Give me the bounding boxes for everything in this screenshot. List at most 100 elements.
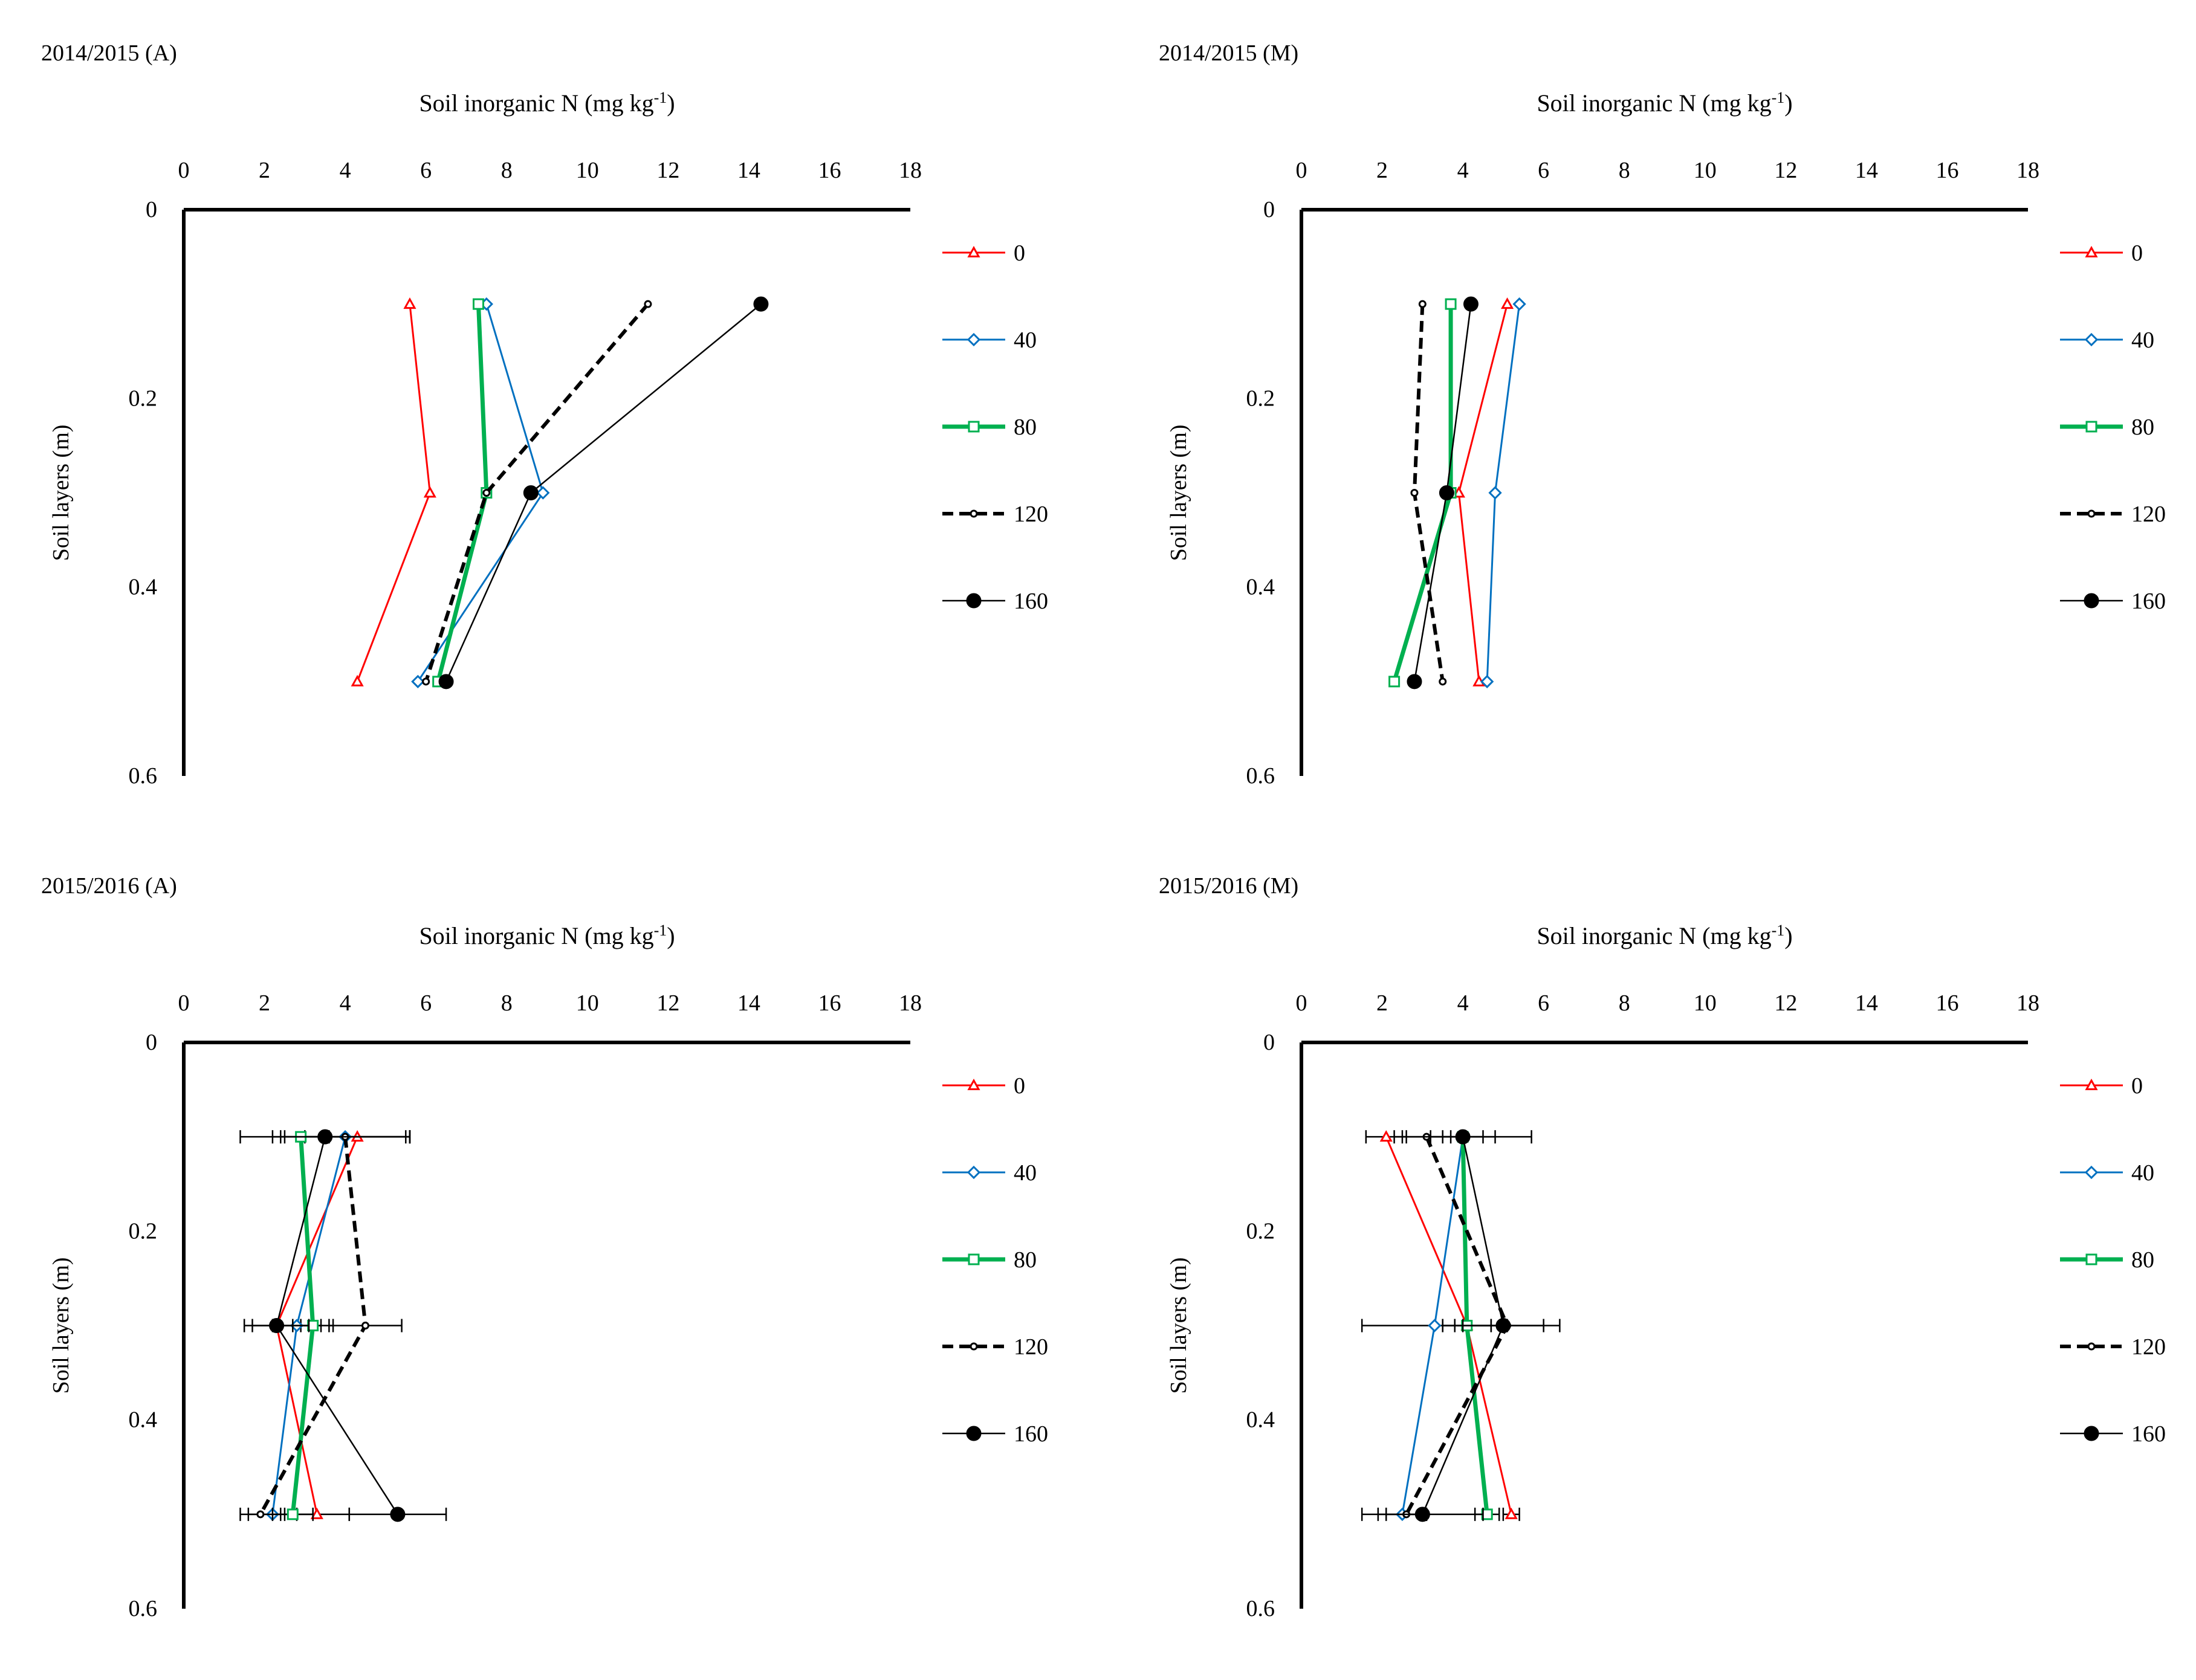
- legend-label: 80: [2131, 415, 2154, 440]
- legend-item-40: 40: [2060, 328, 2154, 353]
- data-point-160: [753, 296, 769, 312]
- data-point-160: [269, 1318, 285, 1333]
- series-40: [1480, 297, 1526, 688]
- x-tick-label: 6: [1538, 158, 1549, 183]
- data-point-160: [1414, 1507, 1430, 1522]
- x-tick-label: 0: [1296, 990, 1307, 1016]
- data-point-160: [1455, 1129, 1471, 1145]
- x-axis-label: Soil inorganic N (mg kg-1): [1537, 89, 1792, 117]
- data-point-40: [1512, 297, 1526, 311]
- x-tick-label: 14: [1855, 158, 1878, 183]
- series-120: [1410, 300, 1447, 686]
- x-tick-label: 4: [1457, 158, 1469, 183]
- y-tick-label: 0.4: [1246, 1407, 1275, 1433]
- legend-label: 40: [2131, 328, 2154, 353]
- x-tick-label: 4: [340, 158, 351, 183]
- x-tick-label: 8: [501, 990, 513, 1016]
- series-40: [411, 297, 550, 688]
- legend-item-80: 80: [942, 1247, 1037, 1273]
- x-tick-label: 8: [1619, 158, 1630, 183]
- x-tick-label: 0: [178, 990, 190, 1016]
- data-point-0: [1501, 297, 1514, 309]
- x-tick-label: 16: [1935, 990, 1958, 1016]
- chart-panel-4: 2015/2016 (M) Soil inorganic N (mg kg-1) S…: [1159, 873, 2166, 1621]
- x-tick-label: 6: [420, 990, 432, 1016]
- y-tick-label: 0: [146, 197, 157, 222]
- legend-label: 0: [1014, 1073, 1025, 1099]
- y-axis-label: Soil layers (m): [48, 425, 74, 561]
- y-tick-label: 0.4: [129, 1407, 158, 1433]
- legend-marker: [2087, 509, 2096, 518]
- legend-item-0: 0: [942, 241, 1025, 266]
- legend-item-80: 80: [2060, 1247, 2154, 1273]
- y-tick-label: 0.6: [129, 1596, 158, 1621]
- chart-panel-1: 2014/2015 (A) Soil inorganic N (mg kg-1) S…: [41, 40, 1048, 789]
- data-point-40: [1428, 1319, 1442, 1333]
- data-point-120: [482, 489, 491, 497]
- y-tick-label: 0.2: [129, 1218, 158, 1244]
- legend-label: 160: [2131, 589, 2166, 614]
- legend-marker: [970, 1342, 978, 1351]
- legend-item-0: 0: [2060, 241, 2143, 266]
- legend-marker: [966, 1426, 982, 1441]
- x-tick-label: 16: [818, 158, 841, 183]
- data-point-160: [1407, 674, 1422, 690]
- data-point-0: [310, 1507, 323, 1519]
- x-tick-label: 4: [1457, 990, 1469, 1016]
- y-tick-label: 0.4: [129, 575, 158, 600]
- x-tick-label: 18: [899, 990, 922, 1016]
- data-point-160: [523, 485, 539, 500]
- y-tick-label: 0.6: [129, 763, 158, 789]
- legend-item-120: 120: [2060, 1334, 2166, 1360]
- legend-marker: [2084, 1165, 2099, 1180]
- data-point-80: [287, 1508, 299, 1520]
- x-tick-label: 18: [899, 158, 922, 183]
- y-tick-label: 0.6: [1246, 763, 1275, 789]
- x-tick-label: 16: [1935, 158, 1958, 183]
- legend-label: 160: [2131, 1421, 2166, 1447]
- legend-label: 120: [1014, 1334, 1048, 1360]
- x-tick-label: 8: [501, 158, 513, 183]
- x-tick-label: 4: [340, 990, 351, 1016]
- legend-label: 80: [1014, 1247, 1037, 1273]
- legend-marker: [2087, 1342, 2096, 1351]
- y-tick-label: 0: [146, 1030, 157, 1055]
- legend-marker: [2084, 1426, 2099, 1441]
- legend-label: 120: [1014, 502, 1048, 527]
- legend-marker: [2085, 421, 2097, 433]
- data-point-40: [1480, 674, 1494, 688]
- data-point-160: [1495, 1318, 1511, 1333]
- x-tick-label: 16: [818, 990, 841, 1016]
- x-tick-label: 10: [576, 990, 599, 1016]
- x-tick-label: 2: [1376, 990, 1388, 1016]
- legend-item-80: 80: [942, 415, 1037, 440]
- legend-marker: [970, 509, 978, 518]
- x-tick-label: 14: [737, 158, 760, 183]
- legend-item-160: 160: [942, 589, 1048, 614]
- legend-item-0: 0: [2060, 1073, 2143, 1099]
- x-tick-label: 12: [1774, 990, 1797, 1016]
- legend-marker: [967, 1078, 980, 1090]
- x-tick-label: 12: [656, 990, 679, 1016]
- y-tick-label: 0.6: [1246, 1596, 1275, 1621]
- data-point-120: [1439, 677, 1447, 686]
- legend-marker: [2085, 1253, 2097, 1265]
- x-tick-label: 2: [259, 990, 270, 1016]
- chart-panel-2: 2014/2015 (M) Soil inorganic N (mg kg-1) S…: [1159, 40, 2166, 789]
- series-line-80: [436, 304, 489, 682]
- data-point-0: [403, 297, 416, 309]
- x-tick-label: 14: [737, 990, 760, 1016]
- data-point-120: [422, 677, 430, 686]
- data-point-120: [256, 1510, 265, 1519]
- legend-item-120: 120: [942, 502, 1048, 527]
- series-160: [1361, 1129, 1544, 1522]
- y-tick-label: 0.2: [1246, 1218, 1275, 1244]
- x-tick-label: 18: [2016, 158, 2039, 183]
- x-axis-label: Soil inorganic N (mg kg-1): [419, 922, 675, 950]
- x-tick-label: 0: [178, 158, 190, 183]
- legend-item-160: 160: [2060, 1421, 2166, 1447]
- data-point-160: [317, 1129, 333, 1145]
- legend-item-80: 80: [2060, 415, 2154, 440]
- legend-marker: [967, 332, 981, 347]
- x-tick-label: 18: [2016, 990, 2039, 1016]
